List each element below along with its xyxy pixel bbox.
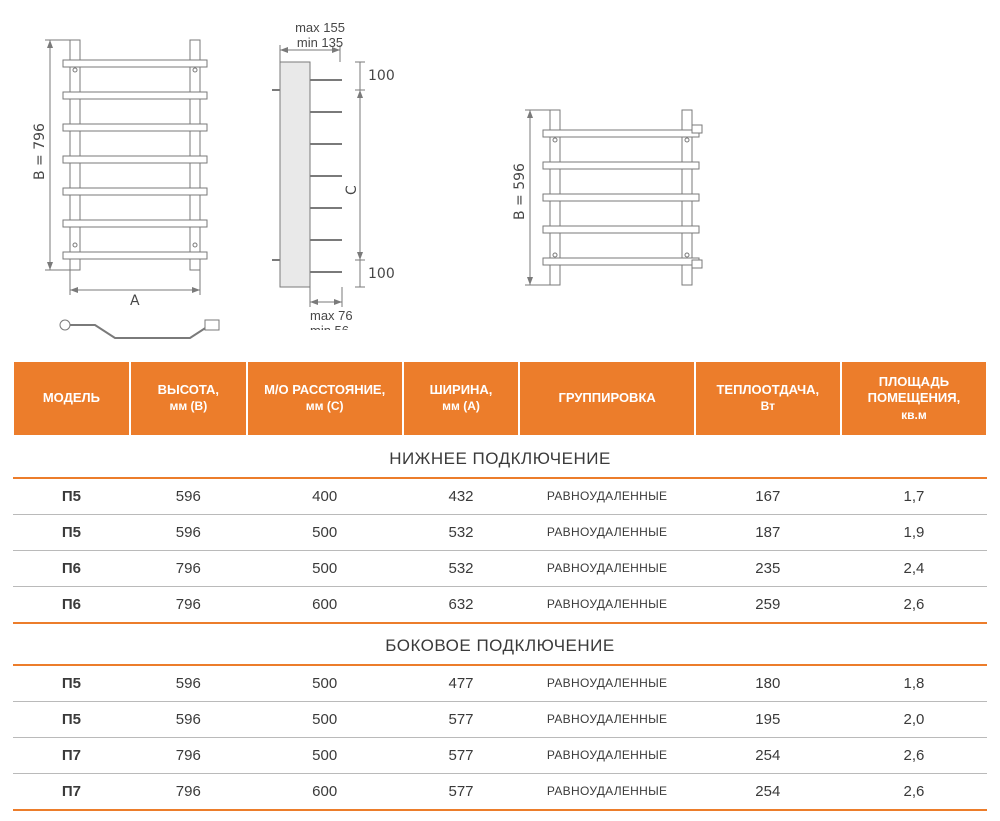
table-cell: 2,0 — [841, 701, 987, 737]
section-title-0: НИЖНЕЕ ПОДКЛЮЧЕНИЕ — [13, 436, 987, 478]
table-cell: 596 — [130, 514, 247, 550]
table-cell: 195 — [695, 701, 841, 737]
table-cell: 796 — [130, 550, 247, 586]
col-header-6: ПЛОЩАДЬ ПОМЕЩЕНИЯ,кв.м — [841, 361, 987, 436]
table-cell: 500 — [247, 550, 403, 586]
front-view-596: B = 596 — [510, 90, 730, 310]
table-cell: РАВНОУДАЛЕННЫЕ — [519, 665, 694, 702]
col-header-3: ШИРИНА,мм (A) — [403, 361, 520, 436]
diagram-area: B = 796 A max 155 min 135 — [0, 0, 1000, 360]
table-cell: П5 — [13, 514, 130, 550]
table-cell: 167 — [695, 478, 841, 515]
table-cell: 600 — [247, 773, 403, 810]
table-cell: 2,6 — [841, 773, 987, 810]
dim-depth-top: max 155 min 135 — [280, 20, 360, 48]
table-cell: РАВНОУДАЛЕННЫЕ — [519, 773, 694, 810]
table-cell: 600 — [247, 586, 403, 623]
table-cell: 2,6 — [841, 586, 987, 623]
table-cell: 2,6 — [841, 737, 987, 773]
col-header-0: МОДЕЛЬ — [13, 361, 130, 436]
table-cell: П7 — [13, 737, 130, 773]
col-header-1: ВЫСОТА,мм (B) — [130, 361, 247, 436]
table-cell: РАВНОУДАЛЕННЫЕ — [519, 514, 694, 550]
table-cell: П5 — [13, 701, 130, 737]
table-cell: 796 — [130, 773, 247, 810]
front-view-796: B = 796 A — [30, 20, 230, 350]
dim-spacer-top: 100 — [368, 68, 395, 84]
table-cell: РАВНОУДАЛЕННЫЕ — [519, 701, 694, 737]
table-cell: 796 — [130, 586, 247, 623]
table-cell: 577 — [403, 701, 520, 737]
table-cell: 500 — [247, 514, 403, 550]
table-cell: 1,7 — [841, 478, 987, 515]
table-cell: П7 — [13, 773, 130, 810]
spec-table: МОДЕЛЬВЫСОТА,мм (B)М/О РАССТОЯНИЕ,мм (C)… — [12, 360, 988, 811]
table-cell: РАВНОУДАЛЕННЫЕ — [519, 550, 694, 586]
spec-table-body: НИЖНЕЕ ПОДКЛЮЧЕНИЕП5596400432РАВНОУДАЛЕН… — [13, 436, 987, 810]
table-cell: 500 — [247, 701, 403, 737]
table-cell: РАВНОУДАЛЕННЫЕ — [519, 586, 694, 623]
diagram-side-view: max 155 min 135 100 C — [260, 20, 410, 335]
table-cell: 180 — [695, 665, 841, 702]
dim-spacer-bottom: 100 — [368, 266, 395, 282]
table-cell: 596 — [130, 701, 247, 737]
table-cell: 532 — [403, 514, 520, 550]
dim-b-596: B = 596 — [512, 163, 528, 220]
table-cell: 1,9 — [841, 514, 987, 550]
side-view: max 155 min 135 100 C — [260, 20, 410, 330]
col-header-4: ГРУППИРОВКА — [519, 361, 694, 436]
table-cell: 632 — [403, 586, 520, 623]
table-cell: П6 — [13, 550, 130, 586]
table-cell: 400 — [247, 478, 403, 515]
dim-b-796: B = 796 — [32, 123, 48, 180]
table-cell: П5 — [13, 478, 130, 515]
table-cell: П5 — [13, 665, 130, 702]
diagram-front-large: B = 796 A — [30, 20, 230, 355]
table-cell: 235 — [695, 550, 841, 586]
col-header-5: ТЕПЛООТДАЧА,Вт — [695, 361, 841, 436]
table-cell: 596 — [130, 665, 247, 702]
table-cell: 477 — [403, 665, 520, 702]
table-cell: 254 — [695, 773, 841, 810]
table-cell: 1,8 — [841, 665, 987, 702]
table-cell: 577 — [403, 773, 520, 810]
table-cell: 259 — [695, 586, 841, 623]
table-cell: 2,4 — [841, 550, 987, 586]
table-cell: 432 — [403, 478, 520, 515]
dim-a: A — [130, 293, 140, 309]
table-cell: 187 — [695, 514, 841, 550]
section-title-1: БОКОВОЕ ПОДКЛЮЧЕНИЕ — [13, 623, 987, 665]
table-cell: 500 — [247, 665, 403, 702]
spec-table-head: МОДЕЛЬВЫСОТА,мм (B)М/О РАССТОЯНИЕ,мм (C)… — [13, 361, 987, 436]
table-cell: 500 — [247, 737, 403, 773]
table-cell: 532 — [403, 550, 520, 586]
spec-table-wrap: МОДЕЛЬВЫСОТА,мм (B)М/О РАССТОЯНИЕ,мм (C)… — [0, 360, 1000, 821]
table-cell: 596 — [130, 478, 247, 515]
col-header-2: М/О РАССТОЯНИЕ,мм (C) — [247, 361, 403, 436]
table-cell: РАВНОУДАЛЕННЫЕ — [519, 737, 694, 773]
dim-depth-bottom: max 76 min 56 — [310, 308, 380, 330]
table-cell: П6 — [13, 586, 130, 623]
table-cell: РАВНОУДАЛЕННЫЕ — [519, 478, 694, 515]
table-cell: 796 — [130, 737, 247, 773]
dim-c: C — [344, 185, 360, 195]
diagram-front-small: B = 596 — [510, 90, 730, 315]
table-cell: 254 — [695, 737, 841, 773]
table-cell: 577 — [403, 737, 520, 773]
